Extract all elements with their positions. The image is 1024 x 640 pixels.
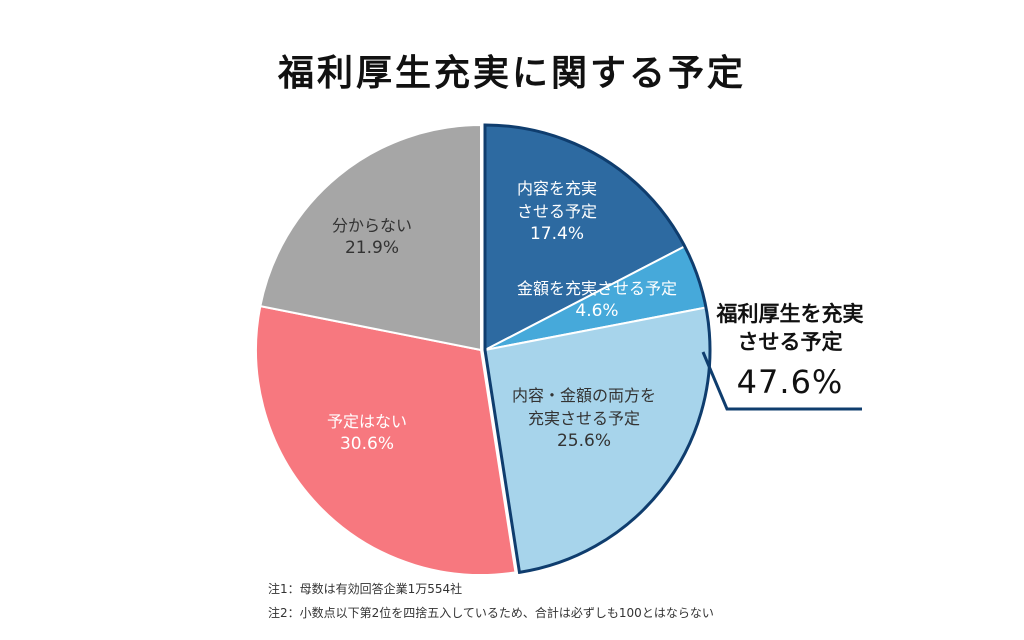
- chart-title: 福利厚生充実に関する予定: [277, 53, 746, 94]
- group-callout: 福利厚生を充実 させる予定 47.6%: [717, 300, 864, 404]
- slice-label-0: 内容を充実 させる予定 17.4%: [517, 177, 597, 246]
- pie-slice-3: [255, 304, 517, 576]
- callout-leader-line: [701, 351, 862, 411]
- slice-label-1-line-0: 金額を充実させる予定: [516, 279, 678, 298]
- slice-label-3: 予定はない 30.6%: [327, 410, 407, 456]
- slice-label-4-line-0: 分からない: [331, 216, 413, 235]
- slice-label-1: 金額を充実させる予定 4.6%: [517, 277, 677, 323]
- slice-label-3-line-0: 予定はない: [326, 412, 408, 431]
- note-2: 注2：小数点以下第2位を四捨五入しているため、合計は必ずしも100とはならない: [268, 606, 714, 620]
- slice-value-3: 30.6%: [339, 434, 395, 454]
- slice-value-2: 25.6%: [556, 431, 612, 451]
- pie-slice-4: [259, 123, 482, 352]
- slice-label-2: 内容・金額の両方を 充実させる予定 25.6%: [512, 384, 656, 453]
- slice-label-4: 分からない 21.9%: [332, 214, 412, 260]
- callout-label-line-1: させる予定: [737, 330, 843, 354]
- slice-label-2-line-1: 充実させる予定: [527, 409, 641, 428]
- group-outline: [483, 123, 712, 575]
- slice-label-2-line-0: 内容・金額の両方を: [511, 386, 657, 405]
- note-1: 注1：母数は有効回答企業1万554社: [268, 582, 463, 596]
- slice-value-0: 17.4%: [529, 224, 585, 244]
- callout-value: 47.6%: [736, 363, 844, 401]
- callout-label-line-0: 福利厚生を充実: [716, 302, 864, 326]
- slice-label-0-line-1: させる予定: [516, 202, 598, 221]
- slice-label-0-line-0: 内容を充実: [516, 179, 598, 198]
- slice-value-1: 4.6%: [575, 301, 619, 321]
- slice-value-4: 21.9%: [344, 238, 400, 258]
